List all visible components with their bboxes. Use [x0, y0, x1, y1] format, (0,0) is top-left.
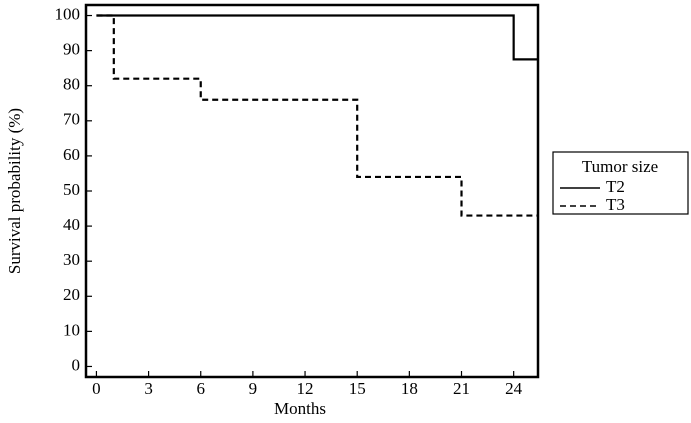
y-tick-label: 0 [72, 355, 81, 374]
x-tick-label: 12 [297, 379, 314, 398]
survival-line [96, 14, 538, 217]
y-tick-label: 60 [63, 145, 80, 164]
survival-line [96, 14, 538, 61]
x-tick-label: 21 [453, 379, 470, 398]
x-tick-label: 15 [349, 379, 366, 398]
legend-box [552, 151, 689, 215]
legend-title: Tumor size [582, 157, 658, 176]
y-tick-label: 80 [63, 75, 80, 94]
x-tick-label: 18 [401, 379, 418, 398]
x-tick-label: 9 [249, 379, 258, 398]
plot-frame [84, 3, 540, 379]
y-tick-label: 20 [63, 285, 80, 304]
y-tick-label: 70 [63, 110, 80, 129]
x-tick-label: 6 [196, 379, 205, 398]
y-tick-label: 90 [63, 40, 80, 59]
x-tick-label: 24 [505, 379, 523, 398]
y-tick-label: 10 [63, 320, 80, 339]
y-tick-label: 50 [63, 180, 80, 199]
x-tick-label: 3 [144, 379, 153, 398]
y-axis-label: Survival probability (%) [5, 108, 24, 274]
legend-label: T3 [606, 195, 625, 214]
x-tick-label: 0 [92, 379, 101, 398]
y-tick-label: 100 [55, 4, 81, 23]
legend-label: T2 [606, 177, 625, 196]
x-axis-label: Months [274, 399, 326, 418]
y-tick-label: 30 [63, 250, 80, 269]
y-tick-label: 40 [63, 215, 80, 234]
